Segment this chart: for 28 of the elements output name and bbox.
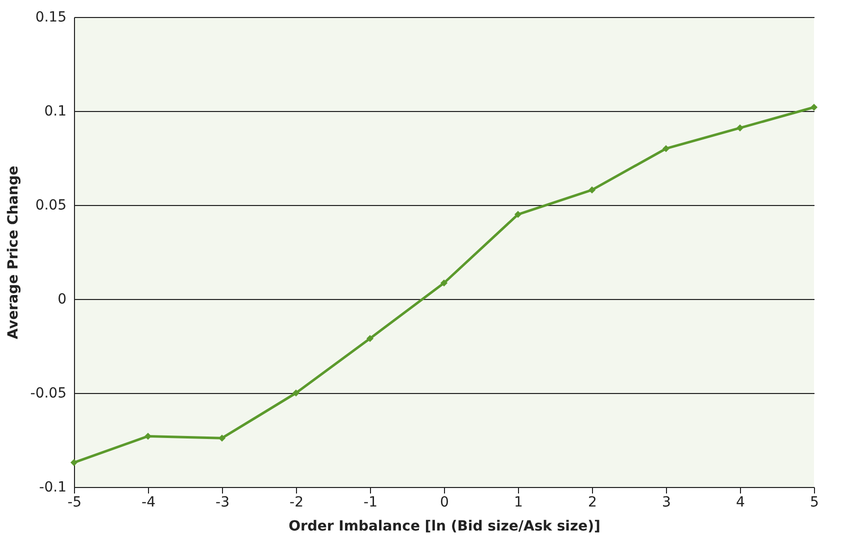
x-tick-label: 3 — [662, 494, 671, 510]
y-tick-label: -0.1 — [39, 480, 66, 496]
point — [70, 459, 78, 466]
y-tick-label: 0.15 — [35, 10, 66, 26]
y-tick-label: 0.1 — [44, 104, 66, 120]
x-axis-title: Order Imbalance [ln (Bid size/Ask size)] — [288, 518, 600, 534]
y-tick-label: 0.05 — [35, 198, 66, 214]
x-tick-label: 4 — [736, 494, 746, 510]
point — [366, 334, 374, 342]
y-tick-label: -0.05 — [30, 386, 66, 402]
x-tick-label: 2 — [588, 494, 597, 510]
x-tick-label: 1 — [514, 494, 523, 510]
point — [588, 186, 596, 194]
y-axis-title: Average Price Change — [5, 166, 22, 340]
x-tick-label: -4 — [142, 494, 156, 510]
point — [440, 279, 448, 287]
x-tick-label: -2 — [290, 494, 304, 510]
point — [736, 124, 744, 132]
point — [292, 389, 300, 397]
point — [662, 145, 670, 152]
x-tick-label: -1 — [364, 494, 378, 510]
x-tick-label: -3 — [216, 494, 230, 510]
x-tick-label: -5 — [68, 494, 82, 510]
x-tick-label: 0 — [440, 494, 449, 510]
point — [810, 104, 818, 111]
point — [514, 210, 522, 218]
x-tick-label: 5 — [810, 494, 819, 510]
y-tick-label: 0 — [58, 292, 66, 308]
